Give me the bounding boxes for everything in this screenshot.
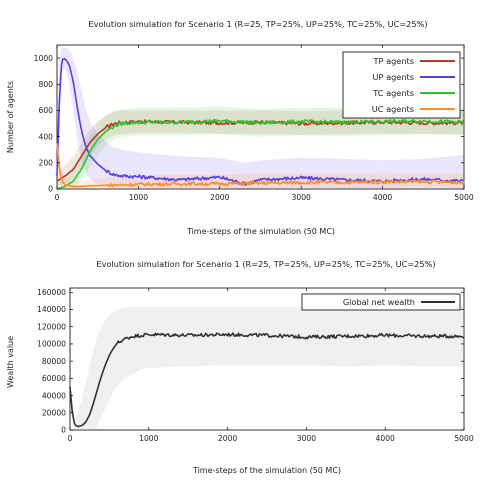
chart-title: Evolution simulation for Scenario 1 (R=2…	[88, 19, 427, 29]
y-tick-label: 60000	[42, 374, 66, 383]
x-tick-label: 1000	[139, 434, 158, 443]
legend: TP agents UP agents TC agents UC agents	[342, 51, 461, 119]
y-tick-label: 140000	[37, 305, 66, 314]
y-tick-label: 800	[39, 80, 54, 89]
y-tick-label: 400	[39, 132, 54, 141]
uc-agents-line	[56, 143, 465, 188]
x-tick-label: 3000	[292, 193, 311, 202]
y-tick-label: 80000	[42, 357, 66, 366]
x-tick-label: 3000	[297, 434, 316, 443]
legend: Global net wealth	[301, 293, 461, 311]
agents-chart: Evolution simulation for Scenario 1 (R=2…	[6, 19, 474, 236]
x-tick-label: 4000	[376, 434, 395, 443]
wealth-chart: Evolution simulation for Scenario 1 (R=2…	[6, 259, 474, 475]
x-axis-label: Time-steps of the simulation (50 MC)	[192, 466, 341, 475]
y-axis-label: Number of agents	[6, 81, 15, 153]
x-tick-label: 5000	[454, 434, 473, 443]
global-net-wealth-band	[70, 306, 464, 430]
y-tick-label: 160000	[37, 288, 66, 297]
up-agents-line	[56, 58, 465, 186]
plot-frame	[69, 287, 465, 431]
plot-frame	[56, 44, 465, 190]
y-tick-label: 1000	[34, 54, 53, 63]
tc-agents-line	[56, 118, 465, 190]
y-tick-label: 0	[48, 185, 53, 194]
y-tick-label: 40000	[42, 391, 66, 400]
y-tick-label: 100000	[37, 340, 66, 349]
tp-agents-band	[57, 110, 464, 187]
up-agents-band	[57, 47, 464, 189]
global-net-wealth-line	[69, 332, 465, 428]
x-tick-label: 4000	[373, 193, 392, 202]
x-tick-label: 5000	[454, 193, 473, 202]
chart-title: Evolution simulation for Scenario 1 (R=2…	[96, 259, 435, 269]
y-tick-label: 120000	[37, 322, 66, 331]
legend-label-up: UP agents	[373, 72, 414, 82]
legend-label-uc: UC agents	[372, 104, 414, 114]
y-tick-label: 200	[39, 159, 54, 168]
legend-box	[342, 51, 461, 119]
legend-label-tc: TC agents	[372, 88, 414, 98]
y-axis-label: Wealth value	[6, 336, 15, 388]
x-tick-label: 0	[68, 434, 73, 443]
y-tick-label: 0	[61, 426, 66, 435]
tc-agents-band	[57, 106, 464, 189]
legend-label-tp: TP agents	[373, 56, 414, 66]
uc-agents-band	[57, 130, 464, 189]
y-tick-label: 600	[39, 106, 54, 115]
y-tick-label: 20000	[42, 408, 66, 417]
x-axis-label: Time-steps of the simulation (50 MC)	[186, 227, 335, 236]
x-tick-label: 2000	[218, 434, 237, 443]
x-tick-label: 2000	[210, 193, 229, 202]
x-tick-label: 1000	[129, 193, 148, 202]
x-tick-label: 0	[55, 193, 60, 202]
legend-box	[301, 293, 461, 311]
legend-label-wealth: Global net wealth	[343, 297, 415, 307]
